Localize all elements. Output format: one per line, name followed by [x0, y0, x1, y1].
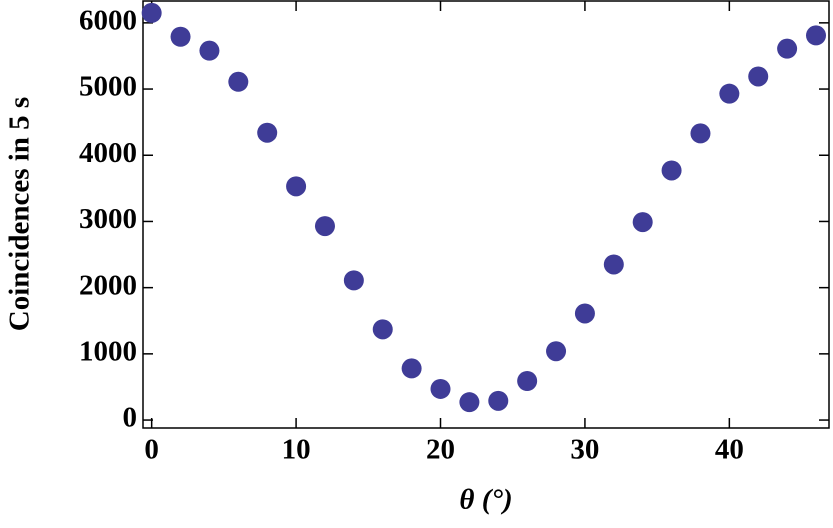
data-point [719, 83, 740, 104]
data-point [632, 212, 653, 233]
x-tick-label: 40 [715, 434, 744, 466]
data-point [343, 270, 364, 291]
data-point [459, 392, 480, 413]
y-tick-label: 1000 [79, 336, 137, 368]
y-axis-label: Coincidences in 5 s [4, 97, 36, 331]
data-point [257, 122, 278, 143]
x-tick-label: 0 [144, 434, 159, 466]
data-point [806, 25, 827, 46]
data-point [546, 341, 567, 362]
data-point [141, 2, 162, 23]
data-point [488, 390, 509, 411]
x-tick-label: 10 [282, 434, 311, 466]
y-tick-label: 5000 [79, 71, 137, 103]
data-point [748, 66, 769, 87]
data-point [690, 123, 711, 144]
data-point [286, 176, 307, 197]
y-tick-label: 0 [123, 402, 138, 434]
y-tick-label: 6000 [79, 5, 137, 37]
data-point [199, 40, 220, 61]
data-point [430, 378, 451, 399]
x-tick-label: 30 [570, 434, 599, 466]
x-axis-label: θ (°) [459, 484, 512, 516]
data-point [777, 38, 798, 59]
y-tick-label: 2000 [79, 269, 137, 301]
data-point [401, 358, 422, 379]
data-point [603, 254, 624, 275]
data-point [170, 26, 191, 47]
data-point [314, 216, 335, 237]
data-point [574, 303, 595, 324]
plot-frame [142, 0, 830, 429]
data-point [372, 319, 393, 340]
data-point [517, 370, 538, 391]
data-point [228, 71, 249, 92]
y-tick-label: 3000 [79, 203, 137, 235]
data-point [661, 160, 682, 181]
y-tick-label: 4000 [79, 137, 137, 169]
x-tick-label: 20 [426, 434, 455, 466]
